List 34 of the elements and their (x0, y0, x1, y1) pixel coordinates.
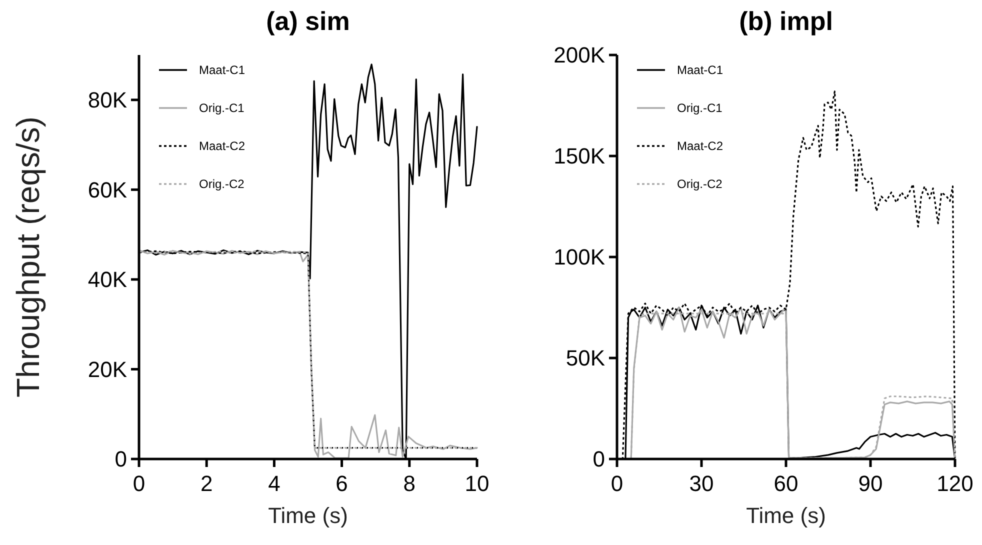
x-tick-label: 6 (336, 471, 348, 496)
x-axis-title: Time (s) (746, 503, 826, 528)
legend-label: Orig.-C1 (677, 101, 723, 116)
x-tick-label: 2 (200, 471, 213, 496)
x-tick-label: 60 (774, 471, 798, 496)
legend-label: Orig.-C2 (199, 177, 245, 192)
x-tick-label: 0 (610, 471, 624, 496)
y-tick-label: 200K (554, 42, 606, 68)
legend-label: Maat-C1 (677, 63, 724, 78)
legend-label: Maat-C2 (199, 139, 246, 154)
x-tick-label: 0 (132, 471, 146, 496)
legend-label: Orig.-C2 (677, 177, 723, 192)
x-tick-label: 8 (403, 471, 416, 496)
legend-label: Maat-C1 (199, 63, 246, 78)
y-tick-label: 40K (88, 267, 128, 292)
y-tick-label: 0 (592, 446, 605, 472)
x-tick-label: 10 (464, 471, 490, 496)
y-tick-label: 20K (88, 356, 128, 382)
chart-title: (a) sim (266, 6, 350, 36)
x-tick-label: 120 (936, 471, 974, 496)
y-tick-label: 50K (566, 346, 606, 371)
legend-label: Orig.-C1 (199, 101, 245, 116)
y-tick-label: 80K (88, 88, 128, 113)
y-tick-label: 60K (88, 177, 128, 202)
chart-title: (b) impl (739, 6, 833, 36)
y-tick-label: 150K (554, 144, 606, 169)
y-tick-label: 100K (554, 244, 606, 270)
y-tick-label: 0 (114, 446, 127, 472)
x-tick-label: 30 (689, 471, 714, 496)
x-tick-label: 90 (858, 471, 883, 496)
x-axis-title: Time (s) (268, 503, 348, 528)
y-axis-title: Throughput (reqs/s) (10, 116, 46, 398)
legend-label: Maat-C2 (677, 139, 724, 154)
x-tick-label: 4 (268, 471, 280, 496)
